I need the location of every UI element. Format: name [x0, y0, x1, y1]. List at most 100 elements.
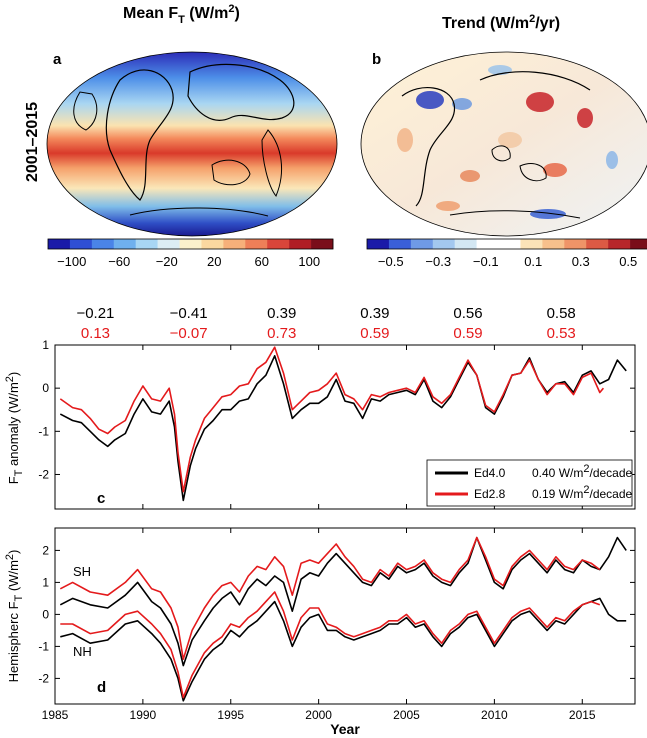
y-tick-label: 1: [42, 338, 49, 352]
correlation-red: 0.53: [547, 325, 576, 342]
continent-outline: [73, 91, 98, 131]
colorbar-tick-label: 60: [255, 254, 269, 269]
panel-c-ylabel: FT anomaly (W/m2): [4, 372, 25, 485]
colorbar-outline: [366, 238, 647, 250]
legend-trend-ed40: 0.40 W/m2/decade: [532, 463, 633, 480]
y-tick-label: 0: [42, 607, 49, 621]
colorbar-segment: [48, 239, 71, 249]
x-tick-label: 1995: [217, 708, 244, 722]
colorbar-segment: [432, 239, 455, 249]
colorbar-segment: [267, 239, 290, 249]
colorbar-outline: [47, 238, 334, 250]
panel-d-lines: [59, 536, 627, 702]
colorbar-segment: [201, 239, 224, 249]
x-tick-label: 2005: [393, 708, 420, 722]
colorbar-segment: [608, 239, 631, 249]
continent-outline: [211, 159, 251, 186]
y-tick-label: -2: [38, 467, 49, 481]
correlation-red: 0.59: [453, 325, 482, 342]
continent-outline: [401, 87, 456, 207]
x-tick-label: 2015: [569, 708, 596, 722]
continent-outline: [519, 163, 547, 182]
trend-map: [360, 51, 647, 237]
trend-map-title: Trend (W/m2/yr): [442, 13, 560, 32]
sh-annotation: SH: [73, 564, 91, 579]
colorbar-tick-label: 0.1: [524, 254, 542, 269]
panel-c-lines: [59, 346, 627, 502]
panel-c-frame: [54, 344, 636, 510]
trend-colorbar: [366, 238, 647, 250]
series-line-ed2-8: [59, 346, 605, 493]
panel-d-ylabel: Hemispherc FT (W/m2): [4, 550, 25, 683]
colorbar-tick-label: 100: [298, 254, 320, 269]
panel-d-letter: d: [97, 679, 106, 696]
correlation-red: 0.73: [267, 325, 296, 342]
period-label: 2001–2015: [24, 102, 41, 182]
colorbar-segment: [135, 239, 158, 249]
colorbar-tick-label: −0.1: [473, 254, 499, 269]
series-line-nh-ed4-0: [60, 597, 627, 702]
y-tick-label: -1: [38, 424, 49, 438]
correlation-red: −0.07: [170, 325, 208, 342]
correlation-black: 0.56: [453, 305, 482, 322]
colorbar-segment: [498, 239, 521, 249]
x-tick-label: 2000: [305, 708, 332, 722]
continent-outline: [187, 63, 295, 121]
mean-map-title: Mean FT (W/m2): [123, 3, 240, 26]
legend: Ed4.0 0.40 W/m2/decade Ed2.8 0.19 W/m2/d…: [426, 459, 633, 507]
legend-box: [426, 459, 633, 507]
colorbar-segment: [367, 239, 390, 249]
correlation-black: 0.39: [267, 305, 296, 322]
panel-c-letter: c: [97, 490, 105, 507]
colorbar-segment: [69, 239, 93, 249]
colorbar-segment: [157, 239, 180, 249]
x-tick-label: 1990: [130, 708, 157, 722]
series-line-sh-ed2-8: [59, 536, 601, 660]
mean-colorbar-ticks: −100 −60 −20 20 60 100: [57, 254, 320, 269]
series-line-ed4-0: [59, 355, 627, 502]
colorbar-tick-label: 0.3: [572, 254, 590, 269]
colorbar-segment: [520, 239, 543, 249]
colorbar-tick-label: −60: [108, 254, 130, 269]
colorbar-segment: [289, 239, 312, 249]
continent-outline: [479, 71, 591, 91]
continent-outline: [449, 210, 581, 219]
colorbar-segment: [542, 239, 565, 249]
legend-trend-ed28: 0.19 W/m2/decade: [532, 484, 633, 501]
continent-outline: [105, 69, 174, 201]
continent-outline: [261, 129, 282, 197]
colorbar-segment: [311, 239, 334, 249]
mean-colorbar: [47, 238, 334, 250]
colorbar-segment: [586, 239, 609, 249]
colorbar-segment: [410, 239, 434, 249]
y-tick-label: 0: [42, 381, 49, 395]
colorbar-segment: [476, 239, 499, 249]
trend-colorbar-ticks: −0.5 −0.3 −0.1 0.1 0.3 0.5: [378, 254, 637, 269]
colorbar-tick-label: 0.5: [619, 254, 637, 269]
colorbar-tick-label: −20: [156, 254, 178, 269]
continent-outline: [129, 207, 269, 217]
colorbar-tick-label: −0.3: [425, 254, 451, 269]
y-tick-label: 1: [42, 575, 49, 589]
nh-annotation: NH: [73, 644, 92, 659]
correlation-black: 0.58: [547, 305, 576, 322]
correlation-black: −0.41: [170, 305, 208, 322]
correlation-red: 0.59: [360, 325, 389, 342]
colorbar-tick-label: −0.5: [378, 254, 404, 269]
correlation-black: 0.39: [360, 305, 389, 322]
colorbar-segment: [245, 239, 268, 249]
correlation-values: −0.21 −0.41 0.39 0.39 0.56 0.58 0.13 −0.07 0.73 0…: [76, 305, 575, 342]
panel-d-frame: [54, 527, 636, 705]
colorbar-segment: [564, 239, 587, 249]
colorbar-segment: [179, 239, 202, 249]
mean-map: [46, 51, 338, 237]
colorbar-tick-label: −100: [57, 254, 86, 269]
y-tick-label: 2: [42, 543, 49, 557]
x-tick-label: 2010: [481, 708, 508, 722]
colorbar-segment: [630, 239, 647, 249]
y-tick-label: -2: [38, 671, 49, 685]
continent-outline: [491, 145, 511, 162]
x-tick-label: 1985: [42, 708, 69, 722]
colorbar-segment: [113, 239, 136, 249]
